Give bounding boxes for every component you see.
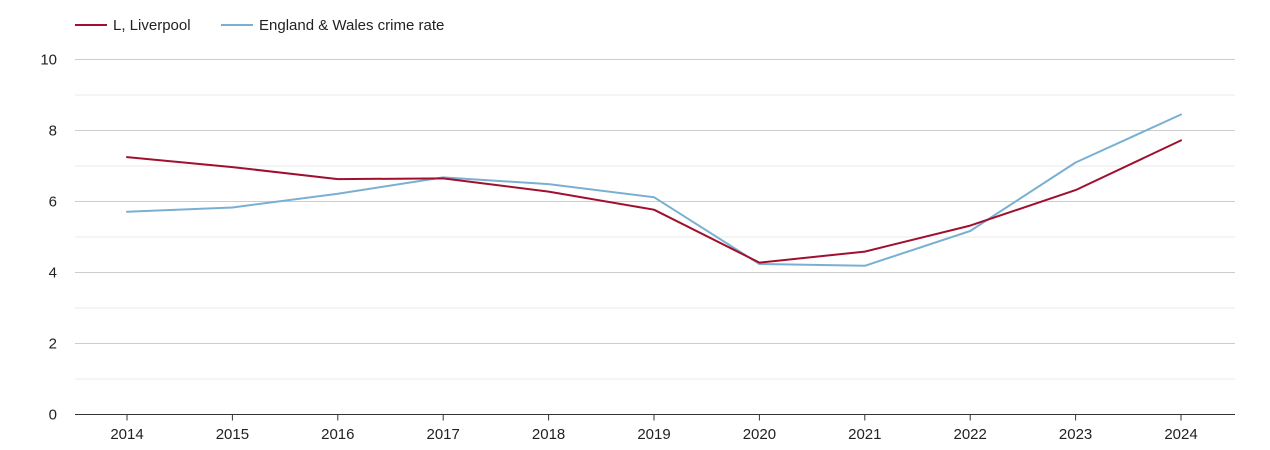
- data-point-england-wales[interactable]: [229, 205, 235, 211]
- legend-item-england-wales[interactable]: England & Wales crime rate: [221, 17, 444, 34]
- x-tick-label: 2017: [427, 426, 460, 443]
- x-tick-label: 2018: [532, 426, 565, 443]
- data-point-england-wales[interactable]: [967, 228, 973, 234]
- gridlines: [75, 59, 1235, 380]
- x-axis: 2014 2015 2016 2017 2018 2019 2020 2021 2022 2023…: [75, 414, 1235, 443]
- data-point-england-wales[interactable]: [1073, 159, 1079, 165]
- x-tick-label: 2019: [637, 426, 670, 443]
- series-lines: [124, 112, 1184, 269]
- data-point-england-wales[interactable]: [546, 181, 552, 187]
- data-point-liverpool[interactable]: [756, 260, 762, 266]
- legend: L, Liverpool England & Wales crime rate: [75, 17, 444, 34]
- data-point-liverpool[interactable]: [124, 154, 130, 160]
- x-tick-label: 2022: [954, 426, 987, 443]
- data-point-liverpool[interactable]: [1178, 137, 1184, 143]
- x-tick-label: 2023: [1059, 426, 1092, 443]
- x-tick-label: 2015: [216, 426, 249, 443]
- data-point-liverpool[interactable]: [229, 164, 235, 170]
- data-point-england-wales[interactable]: [124, 209, 130, 215]
- data-point-liverpool[interactable]: [1073, 187, 1079, 193]
- y-tick-label: 6: [49, 194, 57, 211]
- data-point-england-wales[interactable]: [1178, 112, 1184, 118]
- legend-label-liverpool: L, Liverpool: [113, 17, 191, 34]
- x-tick-label: 2020: [743, 426, 776, 443]
- x-tick-label: 2021: [848, 426, 881, 443]
- data-point-liverpool[interactable]: [440, 175, 446, 181]
- series-line-england-wales[interactable]: [126, 113, 1182, 267]
- y-tick-label: 2: [49, 336, 57, 353]
- x-tick-label: 2016: [321, 426, 354, 443]
- x-tick-label: 2024: [1164, 426, 1197, 443]
- y-tick-label: 8: [49, 123, 57, 140]
- y-tick-label: 0: [49, 407, 57, 424]
- data-point-liverpool[interactable]: [967, 223, 973, 229]
- data-point-liverpool[interactable]: [651, 207, 657, 213]
- y-axis: 0 2 4 6 8 10: [40, 52, 57, 424]
- y-tick-label: 10: [40, 52, 57, 69]
- data-point-liverpool[interactable]: [546, 189, 552, 195]
- data-point-england-wales[interactable]: [651, 194, 657, 200]
- data-point-liverpool[interactable]: [862, 249, 868, 255]
- y-tick-label: 4: [49, 265, 57, 282]
- data-point-liverpool[interactable]: [335, 176, 341, 182]
- data-point-england-wales[interactable]: [862, 263, 868, 269]
- series-line-liverpool[interactable]: [126, 139, 1182, 264]
- data-point-england-wales[interactable]: [335, 191, 341, 197]
- x-tick-label: 2014: [110, 426, 143, 443]
- legend-item-liverpool[interactable]: L, Liverpool: [75, 17, 191, 34]
- legend-label-england-wales: England & Wales crime rate: [259, 17, 444, 34]
